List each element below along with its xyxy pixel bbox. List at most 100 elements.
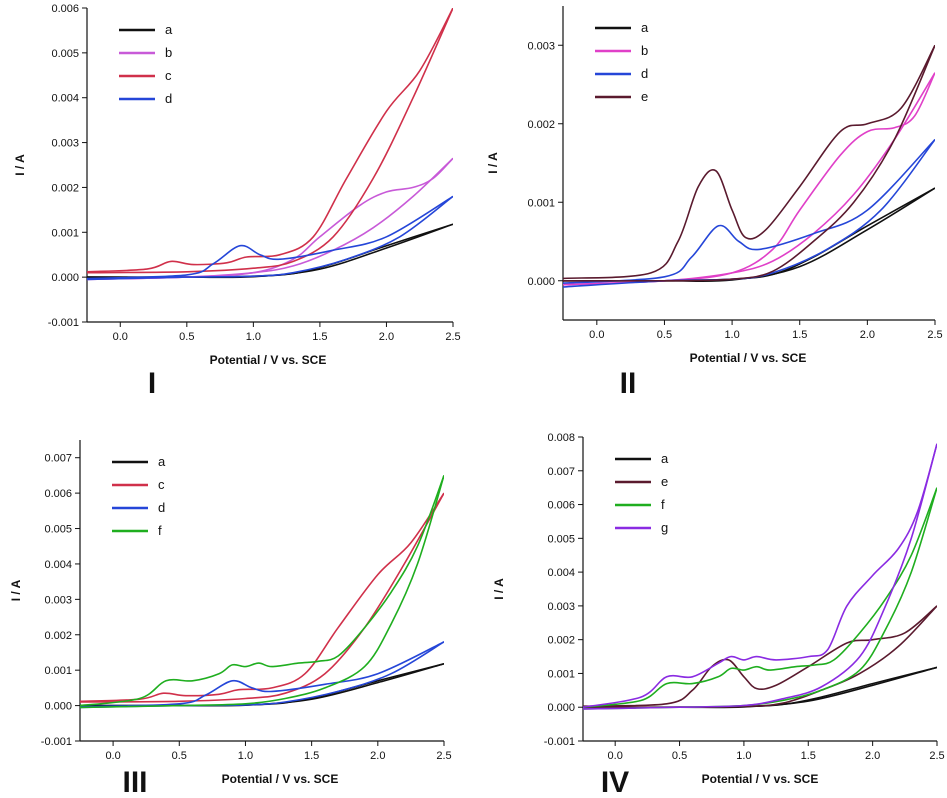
panel-label: IV xyxy=(601,766,629,798)
legend-label-g: g xyxy=(661,520,668,535)
y-tick-label: 0.004 xyxy=(547,567,575,579)
panel-label: I xyxy=(148,367,156,400)
y-tick-label: -0.001 xyxy=(544,736,575,748)
series-group xyxy=(87,8,453,281)
x-tick-label: 1.5 xyxy=(312,331,327,343)
legend-label-c: c xyxy=(165,68,172,83)
x-axis-title: Potential / V vs. SCE xyxy=(702,772,819,786)
y-tick-label: 0.005 xyxy=(51,48,79,60)
x-tick-label: 2.0 xyxy=(370,750,385,762)
series-b-reverse-line xyxy=(87,157,453,281)
y-axis-title: I / A xyxy=(9,579,23,601)
x-tick-label: 0.0 xyxy=(589,329,604,341)
series-f-forward-line xyxy=(583,487,937,708)
series-e-reverse-line xyxy=(563,44,935,282)
x-tick-label: 1.0 xyxy=(724,329,739,341)
legend-label-a: a xyxy=(165,22,173,37)
series-f-reverse-line xyxy=(583,487,937,710)
panel-I: 0.0 0.5 1.0 1.5 2.0 2.5 -0.001 0.000 0.001 0.002 0… xyxy=(13,3,461,400)
x-tick-label: 1.0 xyxy=(736,750,751,762)
series-f-reverse-line xyxy=(80,475,444,709)
y-tick-label: 0.000 xyxy=(51,272,79,284)
series-c-reverse-line xyxy=(80,492,444,703)
y-tick-label: 0.002 xyxy=(527,119,555,131)
x-tick-label: 1.5 xyxy=(792,329,807,341)
series-e-forward-line xyxy=(583,605,937,707)
y-tick-label: 0.003 xyxy=(51,138,79,150)
series-d-reverse-line xyxy=(87,195,453,281)
x-tick-label: 1.5 xyxy=(304,750,319,762)
legend-label-b: b xyxy=(641,43,648,58)
series-group xyxy=(80,475,444,709)
x-tick-label: 2.5 xyxy=(929,750,944,762)
y-tick-label: 0.003 xyxy=(527,40,555,52)
series-g-reverse-line xyxy=(583,443,937,710)
series-g-forward-line xyxy=(583,443,937,708)
x-tick-label: 2.0 xyxy=(860,329,875,341)
x-tick-label: 0.5 xyxy=(172,750,187,762)
y-tick-label: 0.006 xyxy=(44,488,72,500)
y-axis-title: I / A xyxy=(486,152,500,174)
legend-label-a: a xyxy=(641,20,649,35)
x-axis-title: Potential / V vs. SCE xyxy=(210,353,327,367)
y-tick-label: 0.006 xyxy=(51,3,79,15)
panel-label: II xyxy=(620,367,637,400)
x-tick-label: 2.5 xyxy=(445,331,460,343)
panel-II: 0.0 0.5 1.0 1.5 2.0 2.5 0.000 0.001 0.002 0.003 Po… xyxy=(486,6,943,400)
panel-label: III xyxy=(122,766,147,798)
x-axis-title: Potential / V vs. SCE xyxy=(690,351,807,365)
y-tick-label: 0.001 xyxy=(51,227,79,239)
x-tick-label: 0.5 xyxy=(672,750,687,762)
y-axis-title: I / A xyxy=(13,154,27,176)
y-tick-label: 0.000 xyxy=(44,701,72,713)
x-tick-label: 1.5 xyxy=(801,750,816,762)
y-tick-label: -0.001 xyxy=(41,736,72,748)
y-tick-label: 0.000 xyxy=(527,276,555,288)
x-tick-label: 0.5 xyxy=(657,329,672,341)
legend-label-b: b xyxy=(165,45,172,60)
series-f-forward-line xyxy=(80,475,444,707)
y-tick-label: -0.001 xyxy=(48,317,79,329)
series-c-forward-line xyxy=(87,8,453,273)
y-tick-label: 0.000 xyxy=(547,702,575,714)
series-c-reverse-line xyxy=(87,8,453,274)
legend-label-f: f xyxy=(661,497,665,512)
x-tick-label: 0.0 xyxy=(608,750,623,762)
y-tick-label: 0.001 xyxy=(44,665,72,677)
legend-label-d: d xyxy=(165,91,172,106)
series-group xyxy=(563,44,935,288)
x-tick-label: 0.0 xyxy=(113,331,128,343)
y-axis-title: I / A xyxy=(492,578,506,600)
series-d-forward-line xyxy=(563,138,935,284)
y-tick-label: 0.005 xyxy=(44,524,72,536)
series-group xyxy=(583,443,937,710)
x-tick-label: 0.0 xyxy=(105,750,120,762)
y-tick-label: 0.006 xyxy=(547,500,575,512)
x-tick-label: 2.0 xyxy=(865,750,880,762)
legend-label-d: d xyxy=(158,500,165,515)
y-tick-label: 0.002 xyxy=(51,182,79,194)
y-tick-label: 0.005 xyxy=(547,533,575,545)
legend-label-e: e xyxy=(641,89,648,104)
x-axis-title: Potential / V vs. SCE xyxy=(222,772,339,786)
x-tick-label: 2.0 xyxy=(379,331,394,343)
y-tick-label: 0.002 xyxy=(547,635,575,647)
series-d-forward-line xyxy=(87,195,453,280)
x-tick-label: 2.5 xyxy=(436,750,451,762)
y-tick-label: 0.008 xyxy=(547,432,575,444)
legend-label-f: f xyxy=(158,523,162,538)
series-d-forward-line xyxy=(80,641,444,708)
y-tick-label: 0.001 xyxy=(547,668,575,680)
series-e-forward-line xyxy=(563,44,935,280)
series-b-forward-line xyxy=(563,72,935,286)
y-tick-label: 0.004 xyxy=(51,93,79,105)
legend-label-a: a xyxy=(158,454,166,469)
x-tick-label: 2.5 xyxy=(927,329,942,341)
x-tick-label: 0.5 xyxy=(179,331,194,343)
y-tick-label: 0.001 xyxy=(527,197,555,209)
legend-label-a: a xyxy=(661,451,669,466)
legend-label-d: d xyxy=(641,66,648,81)
y-tick-label: 0.002 xyxy=(44,630,72,642)
y-tick-label: 0.004 xyxy=(44,559,72,571)
